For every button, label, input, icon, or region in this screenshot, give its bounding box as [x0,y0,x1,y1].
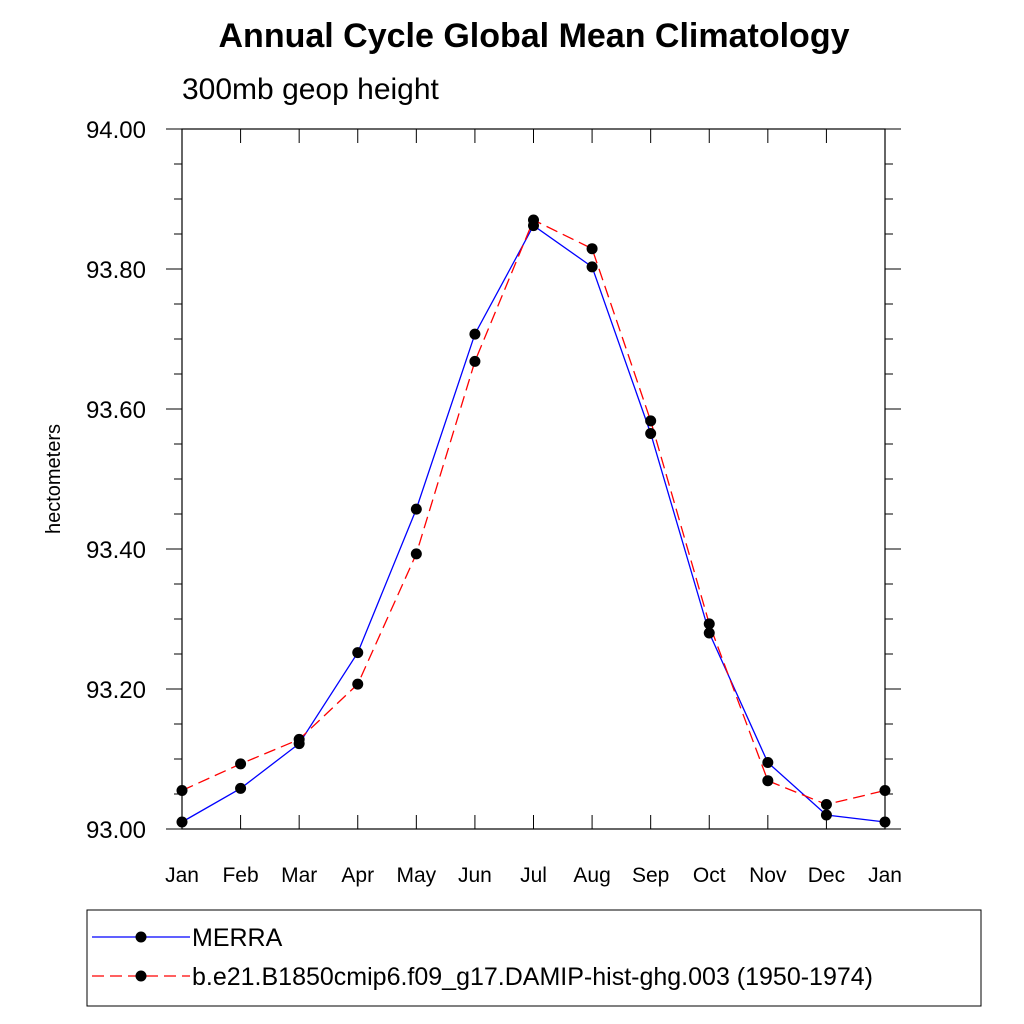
series-1-point [820,809,832,821]
axis-tick-labels: Jan Feb Mar Apr May Jun Jul Aug Sep Oct Nov Dec Jan 9… [86,117,902,887]
series-2-point [235,758,247,770]
x-tick-label: May [396,864,436,887]
series-2-point [469,355,481,367]
series-1-point [235,782,247,794]
legend-label-2: b.e21.B1850cmip6.f09_g17.DAMIP-hist-ghg.… [192,963,873,991]
x-tick-label: Jan [165,864,199,887]
series-1-point [703,627,715,639]
x-tick-label: Mar [281,864,317,887]
series-2-point [645,415,657,427]
series-2-point [352,678,364,690]
legend-marker-1 [135,931,147,943]
x-tick-label: Apr [341,864,374,887]
y-tick-label: 93.20 [86,677,146,704]
x-tick-label: Jun [458,864,492,887]
y-tick-label: 94.00 [86,117,146,144]
series-line-2 [181,219,886,806]
chart-subtitle: 300mb geop height [182,73,440,106]
axis-ticks [166,128,901,830]
chart-title: Annual Cycle Global Mean Climatology [219,17,850,55]
x-tick-label: Nov [749,864,787,887]
x-tick-label: Feb [222,864,258,887]
series-1-point [469,328,481,340]
series-1-point [410,503,422,515]
legend-marker-2 [135,970,147,982]
x-tick-label: Jul [520,864,547,887]
series-1-point [352,647,364,659]
y-axis-label: hectometers [43,424,65,534]
series-1-point [176,816,188,828]
y-tick-label: 93.00 [86,817,146,844]
series-line-1 [181,224,886,823]
legend-label-1: MERRA [192,924,283,952]
x-tick-label: Sep [632,864,669,887]
legend: MERRA b.e21.B1850cmip6.f09_g17.DAMIP-hist… [86,909,982,1007]
plot-frame [181,128,886,830]
y-tick-label: 93.80 [86,257,146,284]
x-tick-label: Oct [693,864,726,887]
series-2-point [528,214,539,226]
x-tick-label: Jan [868,864,902,887]
series-1-point [645,428,657,439]
series-2-point [176,785,188,796]
series-2-point [586,243,598,255]
x-tick-label: Dec [808,864,845,887]
series-2-point [293,733,305,745]
series-2-point [820,799,832,810]
x-tick-label: Aug [573,864,610,887]
series-2-point [762,775,774,787]
series-2-point [410,548,422,560]
legend-box [86,909,982,1007]
series-1-point [879,816,891,828]
legend-entries: MERRA b.e21.B1850cmip6.f09_g17.DAMIP-hist… [92,924,873,991]
y-tick-label: 93.40 [86,537,146,564]
y-tick-label: 93.60 [86,397,146,424]
series-layer [176,214,891,828]
series-2-point [703,618,715,630]
series-2-point [879,785,891,796]
series-1-point [586,261,598,273]
series-1-point [762,757,774,768]
